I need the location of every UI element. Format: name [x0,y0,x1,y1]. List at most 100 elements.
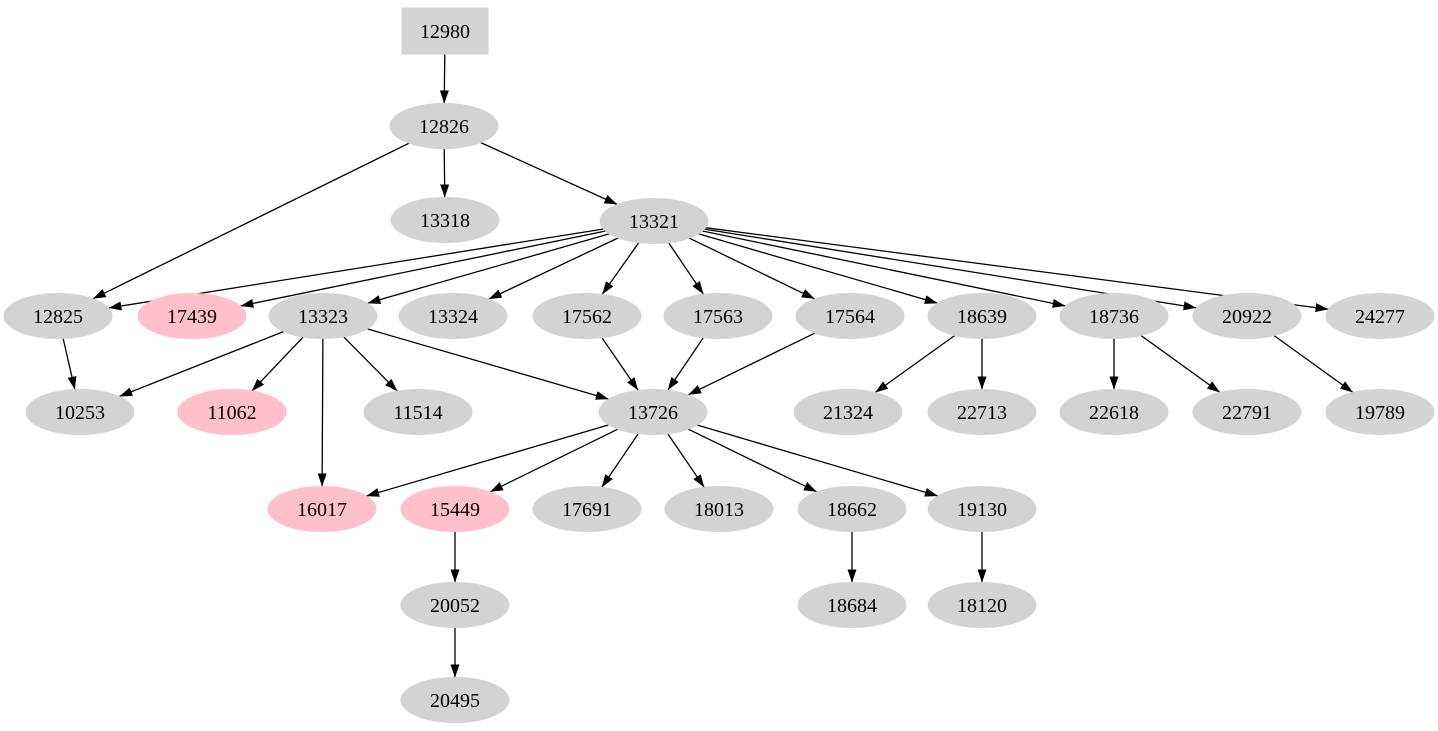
node-ellipse-shape [1325,389,1435,435]
node-label-12825: 12825 [33,306,83,328]
node-ellipse-shape [599,198,709,244]
node-ellipse-shape [927,389,1037,435]
node-ellipse-shape [389,103,499,149]
node-box-shape [401,7,489,55]
graph-node-12825: 12825 [3,293,113,339]
edge-13726-16017 [366,424,609,497]
node-ellipse-shape [532,293,642,339]
node-label-12980: 12980 [420,21,470,43]
node-label-17564: 17564 [825,306,875,328]
node-ellipse-shape [927,582,1037,628]
node-ellipse-shape [390,197,500,243]
edge-13323-16017 [317,338,327,487]
node-label-20922: 20922 [1222,306,1272,328]
graph-node-13324: 13324 [398,293,508,339]
graph-node-17563: 17563 [663,293,773,339]
graph-node-13323: 13323 [268,293,378,339]
graph-node-18120: 18120 [927,582,1037,628]
edge-13726-19130 [696,424,939,497]
node-label-13726: 13726 [628,402,678,424]
graph-node-20495: 20495 [400,677,510,723]
node-ellipse-shape [927,293,1037,339]
graph-node-15449: 15449 [400,486,510,532]
graph-node-11062: 11062 [177,389,287,435]
node-label-18013: 18013 [694,499,744,521]
node-ellipse-shape [1059,389,1169,435]
edge-13726-18013 [667,433,705,488]
node-ellipse-shape [793,389,903,435]
edge-13726-15449 [489,428,619,493]
edge-13321-13324 [488,237,619,300]
graph-node-12826: 12826 [389,103,499,149]
edge-12826-12825 [92,142,410,300]
node-ellipse-shape [532,486,642,532]
node-ellipse-shape [1192,389,1302,435]
edge-13321-18639 [698,233,938,304]
node-label-20495: 20495 [430,690,480,712]
edge-12826-13321 [480,141,618,206]
graph-node-13321: 13321 [599,198,709,244]
graph-node-24277: 24277 [1325,293,1435,339]
node-label-10253: 10253 [55,402,105,424]
graph-node-18736: 18736 [1059,293,1169,339]
node-ellipse-shape [400,486,510,532]
edge-17563-13726 [667,337,704,391]
graph-node-18013: 18013 [664,486,774,532]
node-label-13321: 13321 [629,211,679,233]
graph-node-12980: 12980 [401,7,489,55]
edge-17562-13726 [601,337,639,391]
edge-13321-17562 [601,242,640,295]
node-label-19789: 19789 [1355,402,1405,424]
node-label-21324: 21324 [823,402,873,424]
node-ellipse-shape [598,389,708,435]
node-ellipse-shape [3,293,113,339]
graph-node-13726: 13726 [598,389,708,435]
node-ellipse-shape [1325,293,1435,339]
node-label-13324: 13324 [428,306,478,328]
node-label-18736: 18736 [1089,306,1139,328]
graph-node-17562: 17562 [532,293,642,339]
graph-node-21324: 21324 [793,389,903,435]
edge-13321-13323 [367,233,610,304]
edge-13323-13726 [367,328,609,400]
node-ellipse-shape [267,486,377,532]
node-label-18684: 18684 [827,595,877,617]
node-label-17691: 17691 [562,499,612,521]
edge-18736-22791 [1140,334,1221,394]
graph-node-18684: 18684 [797,582,907,628]
node-ellipse-shape [137,293,247,339]
node-label-17562: 17562 [562,306,612,328]
node-label-22713: 22713 [957,402,1007,424]
node-ellipse-shape [363,389,473,435]
node-label-13323: 13323 [298,306,348,328]
graph-node-18639: 18639 [927,293,1037,339]
node-ellipse-shape [400,677,510,723]
graph-node-11514: 11514 [363,389,473,435]
node-label-19130: 19130 [957,499,1007,521]
graph-node-22791: 22791 [1192,389,1302,435]
edge-13321-17564 [688,237,816,300]
edge-18639-21324 [874,334,956,394]
edge-13323-10253 [118,330,285,398]
node-ellipse-shape [927,486,1037,532]
graph-node-22713: 22713 [927,389,1037,435]
graph-node-19789: 19789 [1325,389,1435,435]
graph-node-17691: 17691 [532,486,642,532]
node-label-22791: 22791 [1222,402,1272,424]
node-ellipse-shape [398,293,508,339]
node-label-24277: 24277 [1355,306,1405,328]
graph-node-20922: 20922 [1192,293,1302,339]
node-ellipse-shape [797,582,907,628]
node-label-17563: 17563 [693,306,743,328]
edge-13726-18662 [687,428,818,493]
edge-20922-19789 [1273,334,1354,394]
graph-node-17564: 17564 [795,293,905,339]
graph-node-20052: 20052 [400,582,510,628]
graph-node-16017: 16017 [267,486,377,532]
edge-13323-11062 [251,336,304,392]
node-ellipse-shape [177,389,287,435]
edge-13726-17691 [601,433,639,488]
graph-node-19130: 19130 [927,486,1037,532]
node-ellipse-shape [664,486,774,532]
